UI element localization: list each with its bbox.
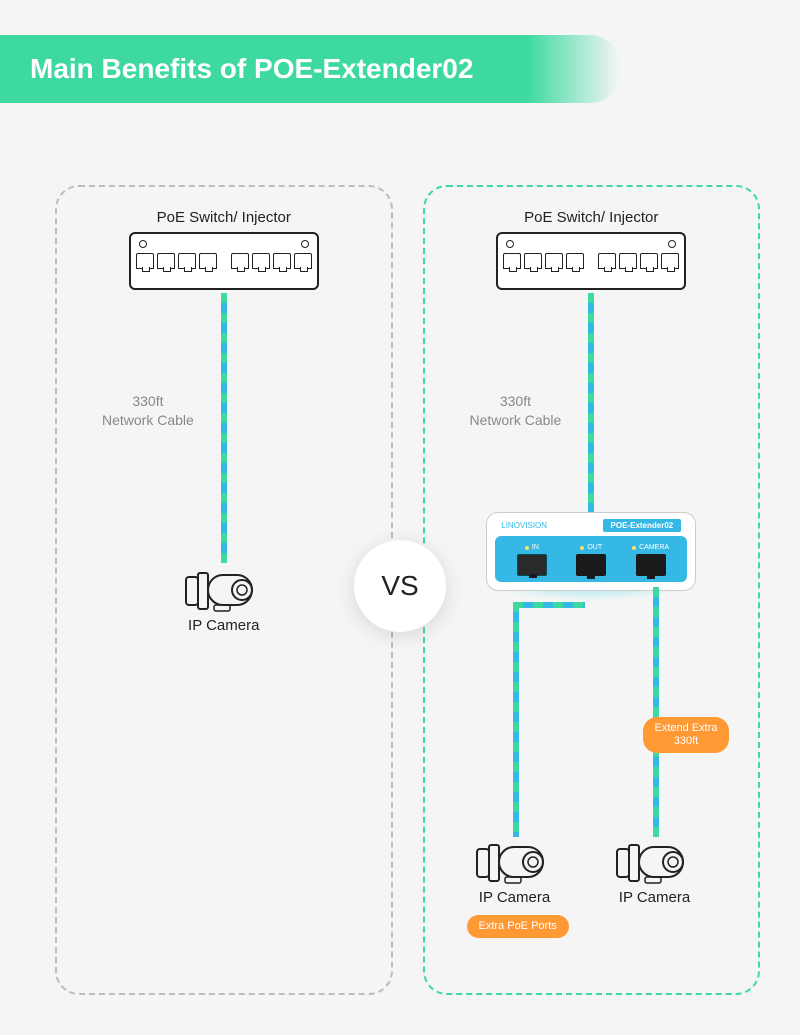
poe-switch-icon xyxy=(496,232,686,290)
camera-label-left: IP Camera xyxy=(184,617,264,634)
switch-label-right: PoE Switch/ Injector xyxy=(425,209,759,226)
panel-without-extender: PoE Switch/ Injector 330ft Network Cable xyxy=(55,185,393,995)
page-title: Main Benefits of POE-Extender02 xyxy=(30,53,473,84)
ip-camera-icon xyxy=(184,565,264,613)
camera-block-left: IP Camera xyxy=(184,565,264,634)
panel-with-extender: PoE Switch/ Injector 330ft Network Cable… xyxy=(423,185,761,995)
camera-label-right-1: IP Camera xyxy=(475,889,555,906)
cable-camera-vertical xyxy=(653,587,659,837)
camera-block-right-2: IP Camera xyxy=(615,837,695,906)
switch-label-left: PoE Switch/ Injector xyxy=(57,209,391,226)
cable-out-horizontal xyxy=(513,602,585,608)
port-camera-icon xyxy=(636,554,666,576)
ip-camera-icon xyxy=(615,837,695,885)
extender-ports-row: IN OUT CAMERA xyxy=(495,536,687,582)
port-camera-label: CAMERA xyxy=(639,544,669,551)
title-banner: Main Benefits of POE-Extender02 xyxy=(0,35,620,103)
vs-badge: VS xyxy=(354,540,446,632)
extender-model: POE-Extender02 xyxy=(603,519,682,532)
port-in-icon xyxy=(517,554,547,576)
poe-switch-icon xyxy=(129,232,319,290)
port-out-label: OUT xyxy=(587,544,602,551)
port-out-icon xyxy=(576,554,606,576)
extender-brand: LINOVISION xyxy=(501,521,547,530)
cable-right-top xyxy=(588,293,594,513)
port-in-label: IN xyxy=(532,544,539,551)
poe-extender-device: LINOVISION POE-Extender02 IN OUT CAMERA xyxy=(486,512,696,591)
extra-ports-pill: Extra PoE Ports xyxy=(467,915,569,938)
cable-label-right: 330ft Network Cable xyxy=(470,392,562,430)
ip-camera-icon xyxy=(475,837,555,885)
camera-block-right-1: IP Camera xyxy=(475,837,555,906)
extend-extra-pill: Extend Extra 330ft xyxy=(643,717,730,753)
camera-label-right-2: IP Camera xyxy=(615,889,695,906)
cable-left xyxy=(221,293,227,563)
cable-label-left: 330ft Network Cable xyxy=(102,392,194,430)
cable-out-vertical xyxy=(513,602,519,837)
